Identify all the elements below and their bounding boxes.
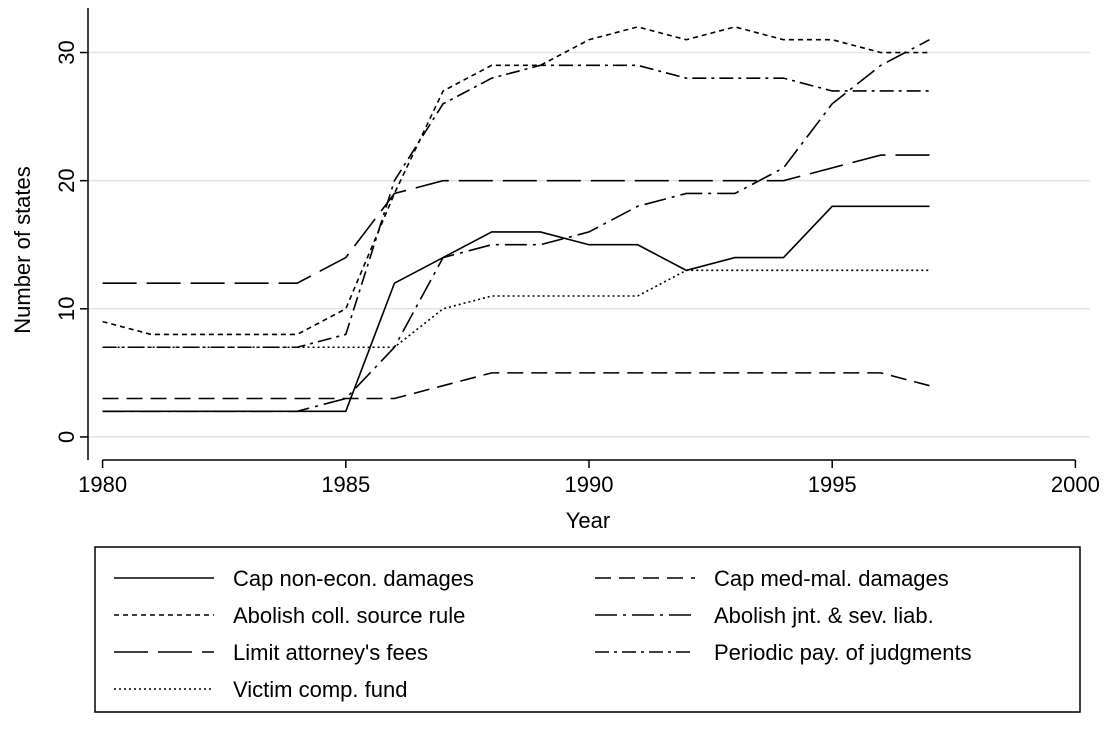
legend-label: Abolish coll. source rule [233, 603, 465, 628]
series-line [102, 269, 930, 349]
y-tick-label: 20 [54, 168, 79, 192]
series-line [102, 154, 930, 284]
legend-label: Limit attorney's fees [233, 640, 428, 665]
legend-label: Periodic pay. of judgments [714, 640, 972, 665]
legend-label: Cap med-mal. damages [714, 566, 949, 591]
series-line [102, 64, 930, 349]
series-line [102, 205, 930, 413]
y-tick-label: 0 [54, 431, 79, 443]
x-tick-label: 1985 [321, 472, 370, 497]
series-line [102, 372, 930, 400]
x-tick-label: 2000 [1051, 472, 1100, 497]
y-tick-label: 10 [54, 297, 79, 321]
series-line [102, 39, 930, 413]
x-axis-label: Year [566, 508, 610, 533]
legend-label: Victim comp. fund [233, 677, 407, 702]
legend-box [94, 546, 1081, 713]
y-tick-label: 30 [54, 40, 79, 64]
series-line [102, 26, 930, 336]
legend-label: Abolish jnt. & sev. liab. [714, 603, 934, 628]
y-axis-label: Number of states [10, 166, 35, 334]
x-tick-label: 1980 [78, 472, 127, 497]
legend-label: Cap non-econ. damages [233, 566, 474, 591]
x-tick-label: 1995 [808, 472, 857, 497]
x-tick-label: 1990 [565, 472, 614, 497]
